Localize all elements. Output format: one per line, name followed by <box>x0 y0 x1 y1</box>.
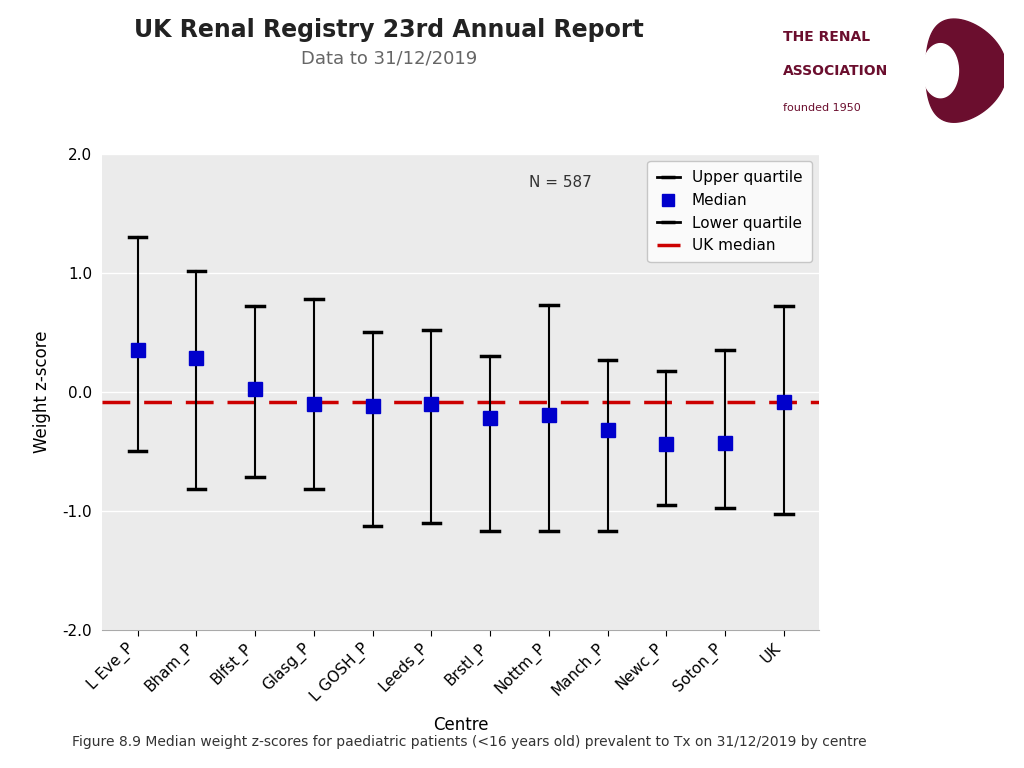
Text: UK Renal Registry 23rd Annual Report: UK Renal Registry 23rd Annual Report <box>134 18 644 42</box>
Text: Figure 8.9 Median weight z-scores for paediatric patients (<16 years old) preval: Figure 8.9 Median weight z-scores for pa… <box>72 735 866 749</box>
X-axis label: Centre: Centre <box>433 716 488 734</box>
Text: Data to 31/12/2019: Data to 31/12/2019 <box>301 50 477 68</box>
Text: ASSOCIATION: ASSOCIATION <box>782 64 888 78</box>
Text: THE RENAL: THE RENAL <box>782 31 869 45</box>
Text: founded 1950: founded 1950 <box>782 102 860 113</box>
Legend: Upper quartile, Median, Lower quartile, UK median: Upper quartile, Median, Lower quartile, … <box>647 161 812 263</box>
Polygon shape <box>923 44 958 98</box>
Text: N = 587: N = 587 <box>528 175 592 190</box>
Y-axis label: Weight z-score: Weight z-score <box>33 330 51 453</box>
Polygon shape <box>926 19 1007 122</box>
